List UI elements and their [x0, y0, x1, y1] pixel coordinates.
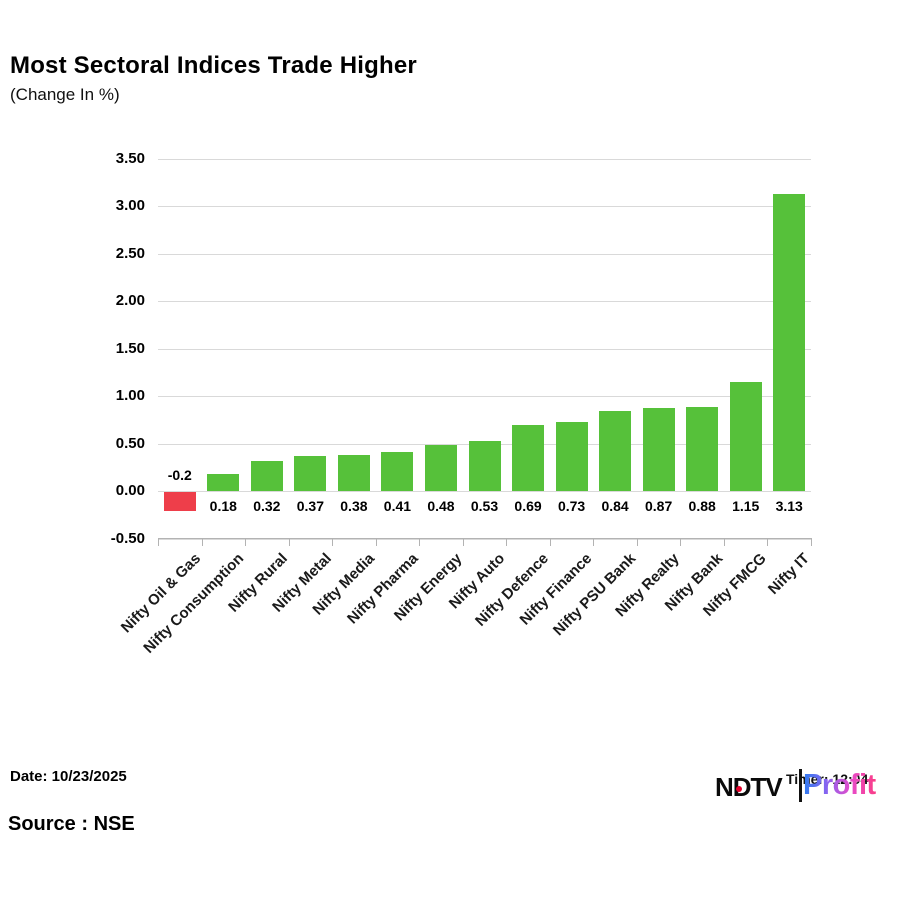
- x-axis-tick: [636, 538, 638, 546]
- x-axis-line: [158, 538, 812, 539]
- chart-subtitle: (Change In %): [10, 85, 120, 104]
- bar: [642, 408, 675, 491]
- ndtv-profit-logo: NDTV Timer: 12:04 Profit: [715, 769, 900, 809]
- ndtv-red-dot-icon: [736, 786, 742, 792]
- source-label: Source : NSE: [8, 813, 135, 835]
- bar-value-label: 0.18: [209, 498, 237, 514]
- x-axis-tick: [593, 538, 595, 546]
- x-axis-tick: [811, 538, 812, 546]
- x-axis-tick: [332, 538, 334, 546]
- x-axis-tick: [288, 538, 290, 546]
- bar: [729, 381, 762, 491]
- gridline: [158, 538, 811, 540]
- y-axis-tick-label: 0.00: [115, 482, 145, 499]
- ndtv-text: NDTV: [715, 772, 783, 802]
- bar: [424, 445, 457, 491]
- bar-value-label: 0.32: [253, 498, 281, 514]
- x-axis-tick: [462, 538, 464, 546]
- gridline: [158, 348, 811, 350]
- bar: [207, 473, 240, 491]
- x-axis-tick: [245, 538, 247, 546]
- bar: [686, 407, 719, 491]
- timer-overlay-text: Timer: 12:04: [786, 771, 868, 787]
- x-axis-tick: [506, 538, 508, 546]
- bar: [163, 492, 196, 511]
- bar-value-label: 0.38: [340, 498, 368, 514]
- gridline: [158, 491, 811, 492]
- date-label: Date: 10/23/2025: [10, 768, 127, 785]
- y-axis-tick-label: 2.50: [115, 244, 145, 262]
- bar-value-label: 0.48: [427, 498, 455, 514]
- y-axis-tick-label: 2.00: [115, 292, 145, 309]
- y-axis-tick-label: 1.00: [115, 387, 145, 404]
- bar-value-label: -0.2: [167, 467, 192, 483]
- gridline: [158, 301, 811, 302]
- x-axis-tick: [723, 538, 725, 546]
- bar-value-label: 0.84: [601, 498, 629, 514]
- x-axis-tick: [158, 538, 159, 546]
- bar-value-label: 0.73: [557, 498, 586, 514]
- bar-value-label: 0.87: [645, 498, 673, 514]
- y-axis-tick-label: 3.00: [115, 197, 145, 214]
- x-axis-tick: [680, 538, 682, 546]
- x-axis-tick: [375, 538, 377, 546]
- bar: [512, 425, 545, 491]
- gridline: [158, 253, 811, 255]
- bar: [250, 460, 283, 491]
- bar-value-label: 0.88: [688, 498, 716, 514]
- profit-text: Profit: [803, 769, 876, 801]
- bar-value-label: 3.13: [775, 498, 803, 514]
- bar: [599, 411, 632, 491]
- bar: [555, 421, 588, 491]
- bar-value-label: 0.69: [514, 498, 542, 514]
- x-axis-tick: [549, 538, 551, 546]
- x-axis-tick: [201, 538, 203, 546]
- y-axis-tick-label: -0.50: [110, 529, 145, 547]
- gridline: [158, 206, 811, 207]
- y-axis-tick-label: 1.50: [115, 339, 145, 357]
- bar-value-label: 0.41: [383, 498, 412, 514]
- bar: [381, 452, 414, 491]
- x-axis-tick: [767, 538, 769, 546]
- x-axis-tick: [419, 538, 421, 546]
- y-axis-tick-label: 3.50: [115, 149, 145, 167]
- bar: [468, 440, 501, 491]
- bar: [773, 193, 806, 491]
- gridline: [158, 158, 811, 160]
- bar-value-label: 0.37: [296, 498, 324, 514]
- y-axis-tick-label: 0.50: [115, 434, 145, 452]
- chart-title: Most Sectoral Indices Trade Higher: [10, 52, 417, 79]
- bar-value-label: 1.15: [732, 498, 760, 514]
- logo-separator: [799, 769, 802, 802]
- gridline: [158, 396, 811, 397]
- bar: [294, 455, 327, 491]
- x-axis-category-label: Nifty IT: [765, 550, 814, 598]
- bar: [337, 454, 370, 491]
- bar-value-label: 0.53: [470, 498, 499, 514]
